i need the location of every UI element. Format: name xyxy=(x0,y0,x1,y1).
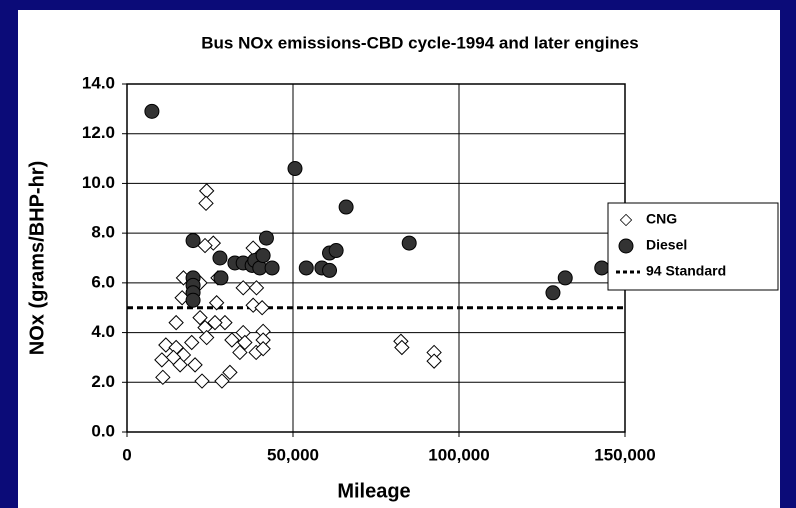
x-tick-label: 50,000 xyxy=(267,445,319,464)
legend-box xyxy=(607,202,779,291)
point xyxy=(168,314,184,331)
point xyxy=(172,357,188,373)
point xyxy=(158,337,174,353)
point xyxy=(198,329,215,346)
legend-label: 94 Standard xyxy=(646,263,726,279)
y-tick-label: 2.0 xyxy=(91,372,115,391)
point xyxy=(248,280,265,296)
point xyxy=(197,237,213,254)
x-tick-label: 0 xyxy=(122,445,131,464)
point xyxy=(245,297,261,313)
point xyxy=(232,344,248,361)
legend-label: Diesel xyxy=(646,237,687,253)
point xyxy=(224,332,240,348)
point xyxy=(426,353,442,369)
point xyxy=(557,270,573,286)
y-tick-label: 4.0 xyxy=(91,322,115,341)
point xyxy=(144,103,160,119)
point xyxy=(254,300,270,316)
point xyxy=(214,373,230,389)
y-tick-label: 0.0 xyxy=(91,421,115,440)
point xyxy=(338,199,354,215)
chart-title: Bus NOx emissions-CBD cycle-1994 and lat… xyxy=(201,33,638,52)
point xyxy=(212,250,228,266)
point xyxy=(322,262,338,278)
point xyxy=(184,334,200,351)
point xyxy=(545,285,561,301)
point xyxy=(401,235,417,251)
point xyxy=(187,357,203,373)
point xyxy=(198,195,214,212)
point xyxy=(594,260,610,276)
x-tick-label: 150,000 xyxy=(594,445,655,464)
point xyxy=(255,341,271,357)
legend-marker xyxy=(619,213,633,227)
point xyxy=(194,373,210,389)
point xyxy=(237,334,253,351)
point xyxy=(208,295,225,311)
point xyxy=(328,243,344,259)
point xyxy=(258,230,274,246)
legend-label: CNG xyxy=(646,211,677,227)
point xyxy=(264,260,280,276)
point xyxy=(298,260,314,276)
y-axis-label: NOx (grams/BHP-hr) xyxy=(26,161,48,355)
point xyxy=(255,248,271,264)
point xyxy=(205,235,222,251)
y-tick-label: 14.0 xyxy=(82,73,115,92)
y-tick-label: 12.0 xyxy=(82,123,115,142)
point xyxy=(235,280,251,296)
point xyxy=(207,314,223,331)
legend-marker xyxy=(618,238,634,254)
point xyxy=(287,161,303,177)
point xyxy=(222,364,238,381)
point xyxy=(185,292,201,308)
point xyxy=(155,369,171,386)
point xyxy=(192,309,208,326)
y-tick-label: 8.0 xyxy=(91,223,115,242)
x-axis-label: Mileage xyxy=(337,480,410,502)
point xyxy=(213,270,229,286)
point xyxy=(185,233,201,249)
y-tick-label: 10.0 xyxy=(82,173,115,192)
y-tick-label: 6.0 xyxy=(91,272,115,291)
x-tick-label: 100,000 xyxy=(428,445,489,464)
point xyxy=(394,339,410,356)
